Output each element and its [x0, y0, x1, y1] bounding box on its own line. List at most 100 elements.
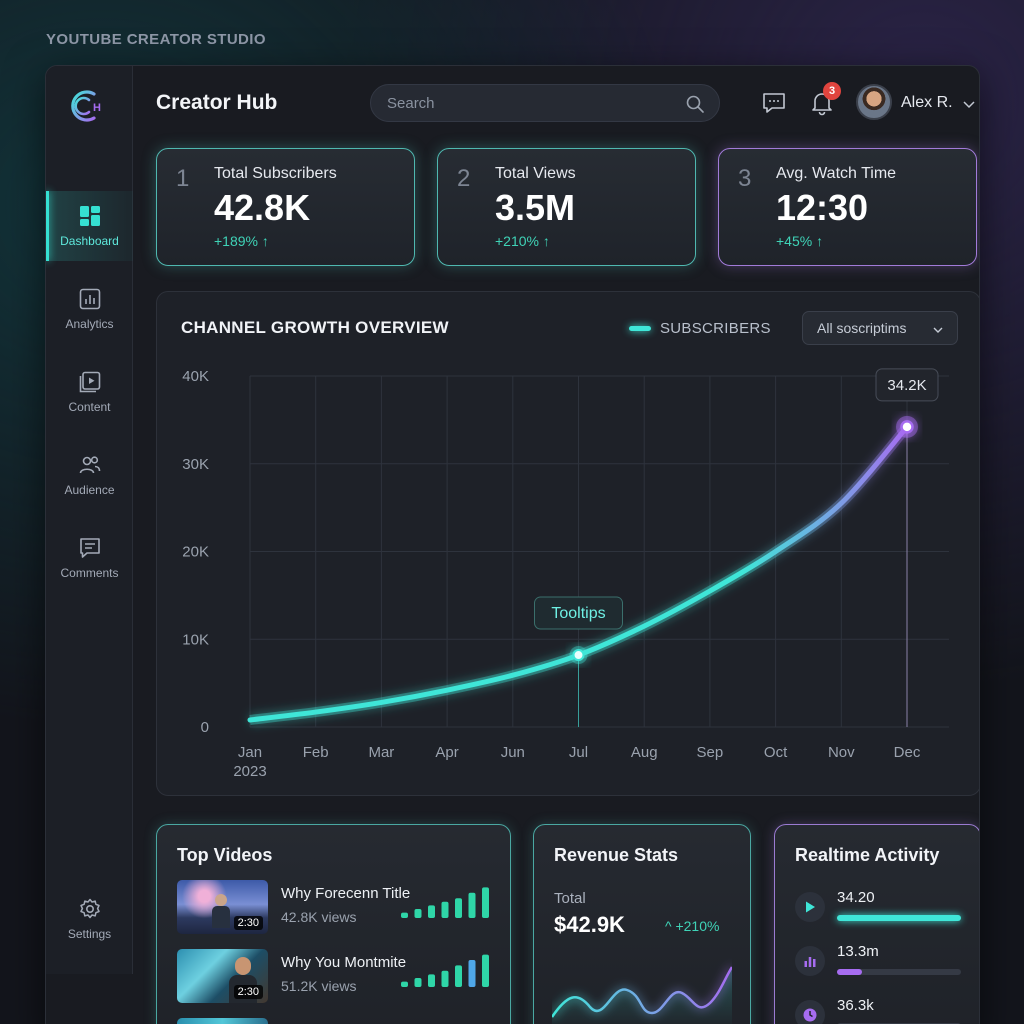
dashboard-icon [79, 206, 100, 226]
chart-title: CHANNEL GROWTH OVERVIEW [181, 318, 449, 337]
growth-chart: 0 10K 20K 30K 40K Jan Feb Mar Apr Jun Jul Aug Sep Oct… [182, 368, 949, 780]
logo-icon[interactable]: H [64, 84, 108, 128]
peak-point[interactable] [900, 420, 914, 434]
video-row[interactable]: 2:30 Why Forecenn Title 42.8K views [177, 880, 497, 936]
search-input[interactable] [371, 85, 719, 121]
app-window: H Dashboard Analytics [45, 65, 980, 1024]
realtime-activity-card: Realtime Activity 34.20 13.3m 3 [774, 824, 979, 1024]
revenue-card: Revenue Stats Total $42.9K ^ +210% [533, 824, 751, 1024]
sidebar-item-settings[interactable]: Settings [46, 884, 133, 954]
video-thumbnail[interactable] [177, 1018, 268, 1024]
content-icon [79, 371, 100, 393]
revenue-title: Revenue Stats [554, 845, 679, 865]
stat-index: 1 [176, 165, 190, 192]
x-tick-label: Mar [368, 744, 394, 761]
activity-row: 36.3k [795, 997, 965, 1024]
sidebar-item-label: Audience [64, 483, 115, 497]
y-tick-label: 40K [182, 368, 209, 385]
subscription-filter-select[interactable]: All soscriptims [802, 311, 958, 345]
play-icon [795, 892, 825, 922]
activity-level [837, 969, 862, 975]
search-bar [370, 84, 720, 122]
x-tick-label: Jul [569, 744, 588, 761]
search-icon[interactable] [685, 94, 705, 114]
stat-card-views[interactable]: 2 Total Views 3.5M +210% ↑ [437, 148, 696, 266]
trend-bar [468, 960, 476, 987]
stat-value: 12:30 [776, 187, 869, 228]
trend-bar [428, 905, 435, 918]
video-thumbnail[interactable]: 2:30 [177, 949, 268, 1003]
sidebar-item-label: Dashboard [60, 234, 119, 248]
y-tick-label: 10K [182, 631, 209, 648]
x-tick-label: Nov [828, 744, 855, 761]
stat-card-subscribers[interactable]: 1 Total Subscribers 42.8K +189% ↑ [156, 148, 415, 266]
comments-icon [79, 538, 100, 558]
stat-label: Total Views [495, 165, 576, 182]
stat-index: 3 [738, 165, 752, 192]
trend-bar [468, 892, 476, 918]
trend-bar [414, 909, 422, 918]
messages-icon[interactable] [761, 90, 787, 116]
stat-label: Avg. Watch Time [776, 165, 897, 182]
tooltip-box [534, 596, 623, 630]
stat-change: +189% ↑ [214, 233, 269, 249]
sidebar-item-dashboard[interactable]: Dashboard [46, 191, 133, 261]
sidebar-item-audience[interactable]: Audience [46, 440, 133, 510]
peak-label: 34.2K [887, 377, 926, 394]
revenue-total-label: Total [554, 890, 586, 907]
video-title[interactable]: Why Forecenn Title [281, 885, 411, 902]
trend-bar [482, 954, 489, 987]
peak-label-box [875, 368, 939, 402]
trend-bar [401, 981, 408, 987]
page-title: Creator Hub [156, 91, 278, 114]
y-tick-label: 30K [182, 456, 209, 473]
video-row[interactable]: 2:30 Why You Montmite 51.2K views [177, 949, 497, 1005]
x-tick-label: Sep [697, 744, 724, 761]
bar-chart-icon [795, 946, 825, 976]
analytics-icon [79, 288, 100, 310]
activity-value: 34.20 [837, 889, 875, 906]
video-title[interactable]: Why You Montmite [281, 954, 407, 971]
activity-track [837, 915, 961, 921]
x-tick-label: Jan [238, 744, 262, 761]
trend-bar [455, 965, 462, 987]
app-caption: YOUTUBE CREATOR STUDIO [46, 31, 266, 48]
sidebar-item-analytics[interactable]: Analytics [46, 274, 133, 344]
audience-icon [79, 456, 100, 474]
activity-title: Realtime Activity [795, 845, 940, 865]
avatar[interactable] [856, 84, 892, 120]
stat-card-watch-time[interactable]: 3 Avg. Watch Time 12:30 +45% ↑ [718, 148, 977, 266]
activity-row: 13.3m [795, 943, 965, 983]
sidebar-item-label: Comments [60, 566, 119, 580]
sidebar: H Dashboard Analytics [46, 66, 133, 974]
sidebar-item-content[interactable]: Content [46, 357, 133, 427]
sidebar-item-comments[interactable]: Comments [46, 523, 133, 593]
x-tick-label: Jun [501, 744, 525, 761]
settings-icon [79, 898, 100, 919]
video-trend-bars [401, 954, 489, 987]
highlight-point[interactable] [572, 649, 585, 662]
clock-icon [795, 1000, 825, 1024]
channel-growth-panel: 0 10K 20K 30K 40K Jan Feb Mar Apr Jun Jul Aug Sep Oct… [156, 291, 979, 796]
video-thumbnail[interactable]: 2:30 [177, 880, 268, 934]
trend-bar [414, 978, 422, 987]
activity-row: 34.20 [795, 889, 965, 929]
legend-swatch [629, 326, 651, 331]
x-tick-label: Feb [303, 744, 329, 761]
svg-text:H: H [93, 102, 101, 114]
x-tick-label: Oct [764, 744, 788, 761]
trend-bar [428, 974, 435, 987]
video-trend-bars [401, 887, 489, 918]
user-name[interactable]: Alex R. [901, 94, 953, 111]
stat-change: +45% ↑ [776, 233, 824, 249]
stat-value: 3.5M [495, 187, 576, 228]
x-tick-label: Apr [435, 744, 458, 761]
y-tick-label: 0 [201, 719, 209, 736]
chevron-down-icon[interactable] [962, 97, 976, 111]
legend-label: SUBSCRIBERS [660, 320, 771, 337]
sidebar-item-label: Settings [67, 927, 112, 941]
stat-label: Total Subscribers [214, 165, 337, 182]
trend-bar [441, 970, 449, 987]
activity-level [837, 915, 961, 921]
top-videos-card: Top Videos 2:30 Why Forecenn Title 42.8K… [156, 824, 511, 1024]
